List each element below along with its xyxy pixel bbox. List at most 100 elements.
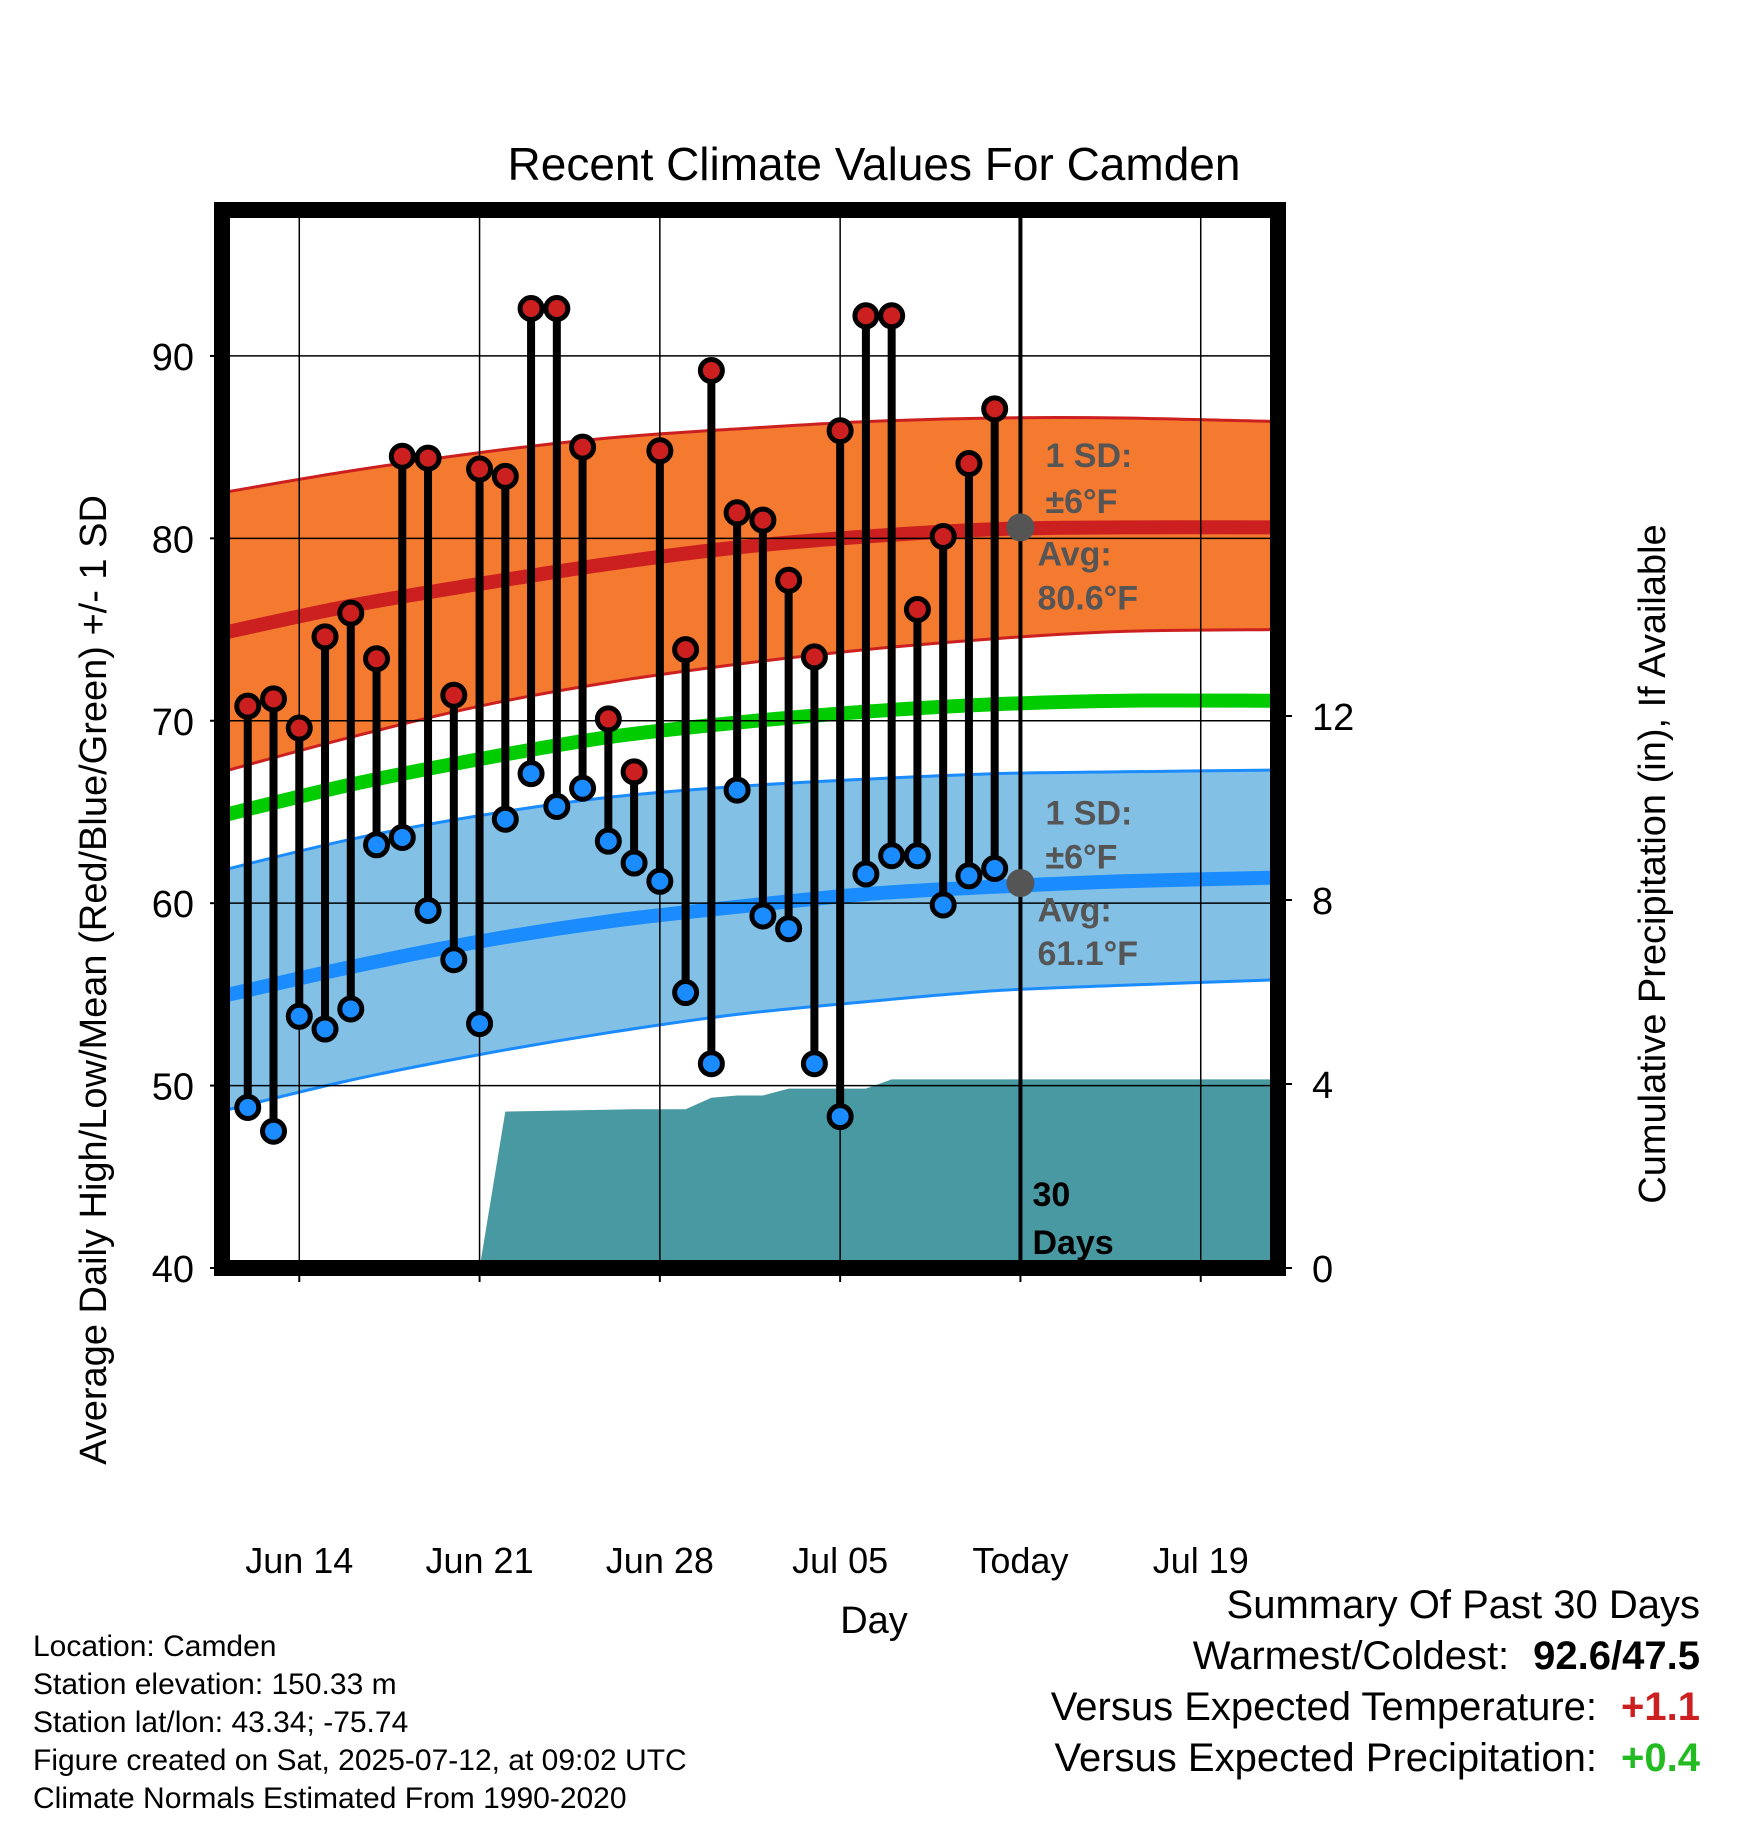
- daily-low-point: [363, 831, 391, 859]
- daily-high-point: [543, 295, 571, 323]
- daily-low-point: [672, 979, 700, 1007]
- normal-low-line: [220, 870, 1279, 1004]
- high-sd-band: [222, 417, 1278, 772]
- info-normals: Climate Normals Estimated From 1990-2020: [33, 1782, 627, 1815]
- daily-low-point: [260, 1117, 288, 1145]
- daily-high-point: [285, 714, 313, 742]
- daily-low-point: [491, 805, 519, 833]
- chart-title: Recent Climate Values For Camden: [508, 138, 1241, 190]
- daily-high-point: [337, 599, 365, 627]
- x-tick-label: Jun 28: [606, 1540, 714, 1581]
- x-tick-label: Jul 05: [792, 1540, 888, 1581]
- daily-high-point: [234, 692, 262, 720]
- x-tick-label: Jun 14: [245, 1540, 353, 1581]
- low-avg-label: Avg:: [1037, 891, 1111, 929]
- low-sd-value: ±6°F: [1045, 839, 1117, 877]
- summary-temp-value: +1.1: [1621, 1685, 1700, 1729]
- daily-high-point: [697, 357, 725, 385]
- daily-low-point: [594, 827, 622, 855]
- today-avg-low-marker: [1006, 869, 1035, 898]
- high-avg-value: 80.6°F: [1037, 579, 1138, 617]
- summary-title: Summary Of Past 30 Days: [1226, 1583, 1700, 1627]
- x-tick-label: Jul 19: [1153, 1540, 1249, 1581]
- daily-high-point: [800, 643, 828, 671]
- daily-high-point: [775, 566, 803, 594]
- daily-low-point: [234, 1093, 262, 1121]
- y2-tick-label: 12: [1312, 697, 1354, 739]
- days-label-text: Days: [1032, 1224, 1113, 1262]
- y-tick-label: 90: [152, 337, 194, 379]
- x-axis-label: Day: [840, 1600, 908, 1642]
- daily-low-point: [466, 1010, 494, 1038]
- daily-high-point: [620, 758, 648, 786]
- daily-low-point: [981, 855, 1009, 883]
- daily-low-point: [723, 776, 751, 804]
- summary-warm-cold-value: 92.6/47.5: [1533, 1634, 1700, 1678]
- daily-low-point: [311, 1015, 339, 1043]
- high-sd-value: ±6°F: [1045, 483, 1117, 521]
- daily-low-point: [569, 774, 597, 802]
- days-label-number: 30: [1032, 1176, 1070, 1214]
- daily-high-point: [311, 623, 339, 651]
- daily-high-point: [594, 705, 622, 733]
- daily-high-point: [955, 450, 983, 478]
- station-info: Location: Camden Station elevation: 150.…: [33, 1628, 687, 1818]
- daily-high-point: [260, 685, 288, 713]
- low-sd-label: 1 SD:: [1045, 795, 1132, 833]
- daily-high-point: [723, 499, 751, 527]
- y2-tick-label: 4: [1312, 1065, 1333, 1107]
- y2-tick-label: 8: [1312, 881, 1333, 923]
- precip-area: [479, 1079, 1278, 1268]
- daily-high-point: [646, 437, 674, 465]
- summary-warm-cold-row: Warmest/Coldest: 92.6/47.5: [1051, 1631, 1700, 1682]
- daily-high-point: [672, 636, 700, 664]
- daily-low-point: [929, 891, 957, 919]
- daily-high-point: [569, 433, 597, 461]
- daily-low-point: [337, 995, 365, 1023]
- summary-precip-value: +0.4: [1621, 1736, 1700, 1780]
- daily-low-point: [775, 915, 803, 943]
- daily-low-point: [826, 1103, 854, 1131]
- y-tick-label: 80: [152, 519, 194, 561]
- daily-high-point: [414, 444, 442, 472]
- daily-high-point: [981, 395, 1009, 423]
- y-tick-label: 50: [152, 1067, 194, 1109]
- daily-low-point: [903, 842, 931, 870]
- x-tick-label: Jun 21: [426, 1540, 534, 1581]
- plot-frame: [214, 202, 1286, 1276]
- info-created: Figure created on Sat, 2025-07-12, at 09…: [33, 1744, 687, 1777]
- daily-low-point: [955, 862, 983, 890]
- daily-high-point: [852, 302, 880, 330]
- summary-precip-row: Versus Expected Precipitation: +0.4: [1051, 1733, 1701, 1784]
- info-latlon: Station lat/lon: 43.34; -75.74: [33, 1706, 409, 1739]
- info-elevation: Station elevation: 150.33 m: [33, 1668, 397, 1701]
- summary-panel: Summary Of Past 30 Days Warmest/Coldest:…: [1051, 1580, 1700, 1784]
- daily-low-point: [285, 1002, 313, 1030]
- low-band-lower-edge: [221, 978, 1279, 1113]
- daily-high-point: [491, 462, 519, 490]
- summary-temp-row: Versus Expected Temperature: +1.1: [1051, 1682, 1700, 1733]
- daily-high-point: [878, 302, 906, 330]
- summary-precip-label: Versus Expected Precipitation:: [1054, 1736, 1598, 1780]
- info-location: Location: Camden: [33, 1630, 277, 1663]
- daily-high-point: [749, 506, 777, 534]
- daily-low-point: [749, 902, 777, 930]
- y-tick-label: 70: [152, 702, 194, 744]
- y2-axis-label: Cumulative Precipitation (in), If Availa…: [1632, 524, 1674, 1203]
- y-axis-label: Average Daily High/Low/Mean (Red/Blue/Gr…: [73, 495, 115, 1465]
- high-avg-label: Avg:: [1037, 536, 1111, 574]
- daily-low-point: [388, 824, 416, 852]
- daily-low-point: [543, 792, 571, 820]
- daily-low-point: [414, 896, 442, 924]
- summary-warm-cold-label: Warmest/Coldest:: [1192, 1634, 1510, 1678]
- high-sd-label: 1 SD:: [1045, 437, 1132, 475]
- daily-low-point: [517, 760, 545, 788]
- daily-low-point: [878, 842, 906, 870]
- summary-temp-label: Versus Expected Temperature:: [1050, 1685, 1598, 1729]
- daily-low-point: [852, 860, 880, 888]
- daily-high-point: [466, 455, 494, 483]
- daily-high-point: [929, 523, 957, 551]
- daily-low-point: [646, 867, 674, 895]
- daily-high-point: [440, 681, 468, 709]
